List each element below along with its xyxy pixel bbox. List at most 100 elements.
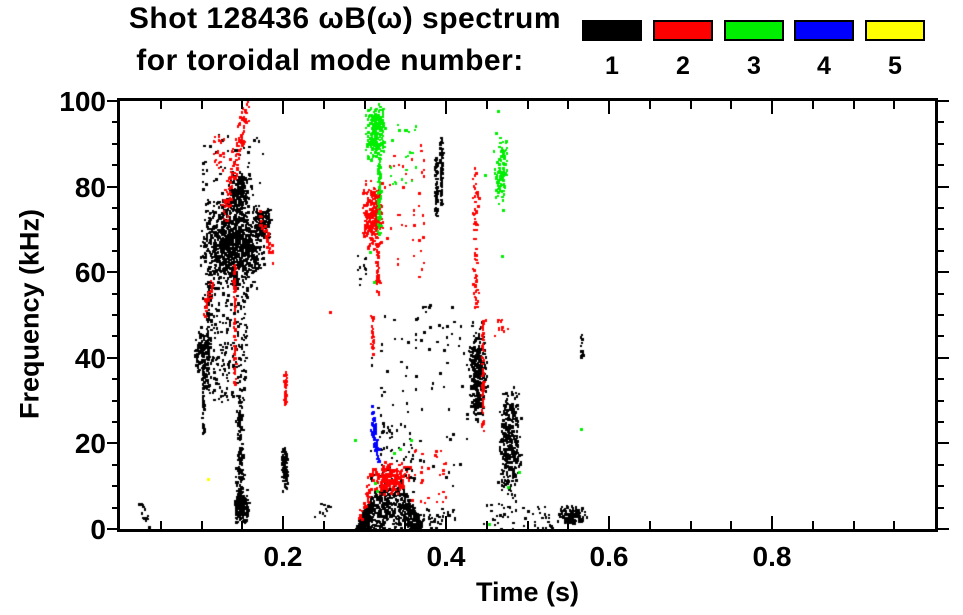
x-tick-label: 0.8 — [752, 541, 792, 572]
x-minor-tick-top — [241, 101, 243, 109]
legend-label-mode-3: 3 — [747, 52, 761, 80]
y-tick-label: 40 — [74, 343, 106, 374]
x-minor-tick-bottom — [201, 521, 203, 529]
x-minor-tick-top — [690, 101, 692, 109]
x-minor-tick-bottom — [160, 521, 162, 529]
y-minor-tick-right — [935, 507, 944, 509]
y-minor-tick-right — [935, 121, 944, 123]
y-minor-tick-right — [935, 464, 944, 466]
y-minor-tick-left — [112, 121, 120, 123]
y-minor-tick-left — [112, 143, 120, 145]
y-minor-tick-left — [112, 293, 120, 295]
y-minor-tick-left — [112, 378, 120, 380]
x-minor-tick-top — [404, 101, 406, 109]
y-minor-tick-left — [112, 207, 120, 209]
x-major-tick-bottom — [445, 516, 447, 529]
y-minor-tick-right — [935, 250, 944, 252]
x-minor-tick-bottom — [567, 521, 569, 529]
y-minor-tick-left — [112, 464, 120, 466]
y-major-tick-left — [107, 357, 120, 359]
legend-label-mode-4: 4 — [817, 52, 831, 80]
y-major-tick-left — [107, 442, 120, 444]
x-minor-tick-top — [527, 101, 529, 109]
x-minor-tick-bottom — [893, 521, 895, 529]
y-minor-tick-right — [935, 485, 944, 487]
x-minor-tick-top — [201, 101, 203, 109]
legend-swatch-mode-2 — [653, 20, 713, 41]
x-minor-tick-top — [567, 101, 569, 109]
x-minor-tick-top — [649, 101, 651, 109]
chart-title: Shot 128436 ωB(ω) spectrum — [128, 2, 562, 35]
y-major-tick-left — [107, 100, 120, 102]
y-minor-tick-right — [935, 335, 944, 337]
chart-subtitle: for toroidal mode number: — [136, 44, 524, 77]
x-major-tick-top — [608, 101, 610, 114]
y-major-tick-right — [935, 100, 949, 102]
y-minor-tick-left — [112, 421, 120, 423]
y-major-tick-right — [935, 271, 949, 273]
y-tick-label: 0 — [90, 514, 106, 545]
x-minor-tick-top — [730, 101, 732, 109]
y-minor-tick-right — [935, 378, 944, 380]
y-minor-tick-right — [935, 314, 944, 316]
y-major-tick-right — [935, 357, 949, 359]
x-minor-tick-bottom — [649, 521, 651, 529]
y-minor-tick-right — [935, 228, 944, 230]
y-tick-label: 100 — [59, 86, 106, 117]
x-major-tick-bottom — [771, 516, 773, 529]
y-minor-tick-left — [112, 228, 120, 230]
x-minor-tick-top — [853, 101, 855, 109]
y-major-tick-right — [935, 528, 949, 530]
x-tick-label: 0.4 — [426, 541, 466, 572]
x-major-tick-top — [282, 101, 284, 114]
y-minor-tick-left — [112, 250, 120, 252]
x-minor-tick-top — [893, 101, 895, 109]
x-minor-tick-top — [812, 101, 814, 109]
y-minor-tick-left — [112, 485, 120, 487]
x-minor-tick-bottom — [527, 521, 529, 529]
y-axis-label: Frequency (kHz) — [14, 208, 45, 420]
y-minor-tick-left — [112, 400, 120, 402]
x-minor-tick-bottom — [486, 521, 488, 529]
x-minor-tick-bottom — [241, 521, 243, 529]
y-minor-tick-right — [935, 400, 944, 402]
legend-label-mode-5: 5 — [888, 52, 902, 80]
y-minor-tick-right — [935, 143, 944, 145]
x-minor-tick-bottom — [404, 521, 406, 529]
x-major-tick-bottom — [608, 516, 610, 529]
y-tick-label: 80 — [74, 172, 106, 203]
x-minor-tick-bottom — [853, 521, 855, 529]
y-major-tick-right — [935, 186, 949, 188]
y-major-tick-left — [107, 186, 120, 188]
legend-label-mode-2: 2 — [676, 52, 690, 80]
x-minor-tick-bottom — [323, 521, 325, 529]
x-major-tick-top — [771, 101, 773, 114]
x-minor-tick-bottom — [690, 521, 692, 529]
x-tick-label: 0.2 — [263, 541, 303, 572]
x-axis-label: Time (s) — [475, 577, 580, 607]
y-minor-tick-right — [935, 421, 944, 423]
y-minor-tick-right — [935, 207, 944, 209]
x-minor-tick-bottom — [730, 521, 732, 529]
x-minor-tick-top — [160, 101, 162, 109]
x-minor-tick-top — [486, 101, 488, 109]
y-major-tick-right — [935, 442, 949, 444]
spectrogram-canvas — [120, 101, 935, 529]
x-minor-tick-bottom — [364, 521, 366, 529]
y-minor-tick-left — [112, 314, 120, 316]
y-minor-tick-left — [112, 164, 120, 166]
x-minor-tick-bottom — [812, 521, 814, 529]
y-minor-tick-left — [112, 507, 120, 509]
legend-label-mode-1: 1 — [605, 52, 619, 80]
legend-swatch-mode-5 — [865, 20, 925, 41]
y-major-tick-left — [107, 528, 120, 530]
x-major-tick-top — [445, 101, 447, 114]
legend-swatch-mode-4 — [794, 20, 854, 41]
y-major-tick-left — [107, 271, 120, 273]
y-tick-label: 60 — [74, 257, 106, 288]
legend-swatch-mode-1 — [582, 20, 642, 41]
y-minor-tick-right — [935, 164, 944, 166]
y-minor-tick-right — [935, 293, 944, 295]
y-minor-tick-left — [112, 335, 120, 337]
